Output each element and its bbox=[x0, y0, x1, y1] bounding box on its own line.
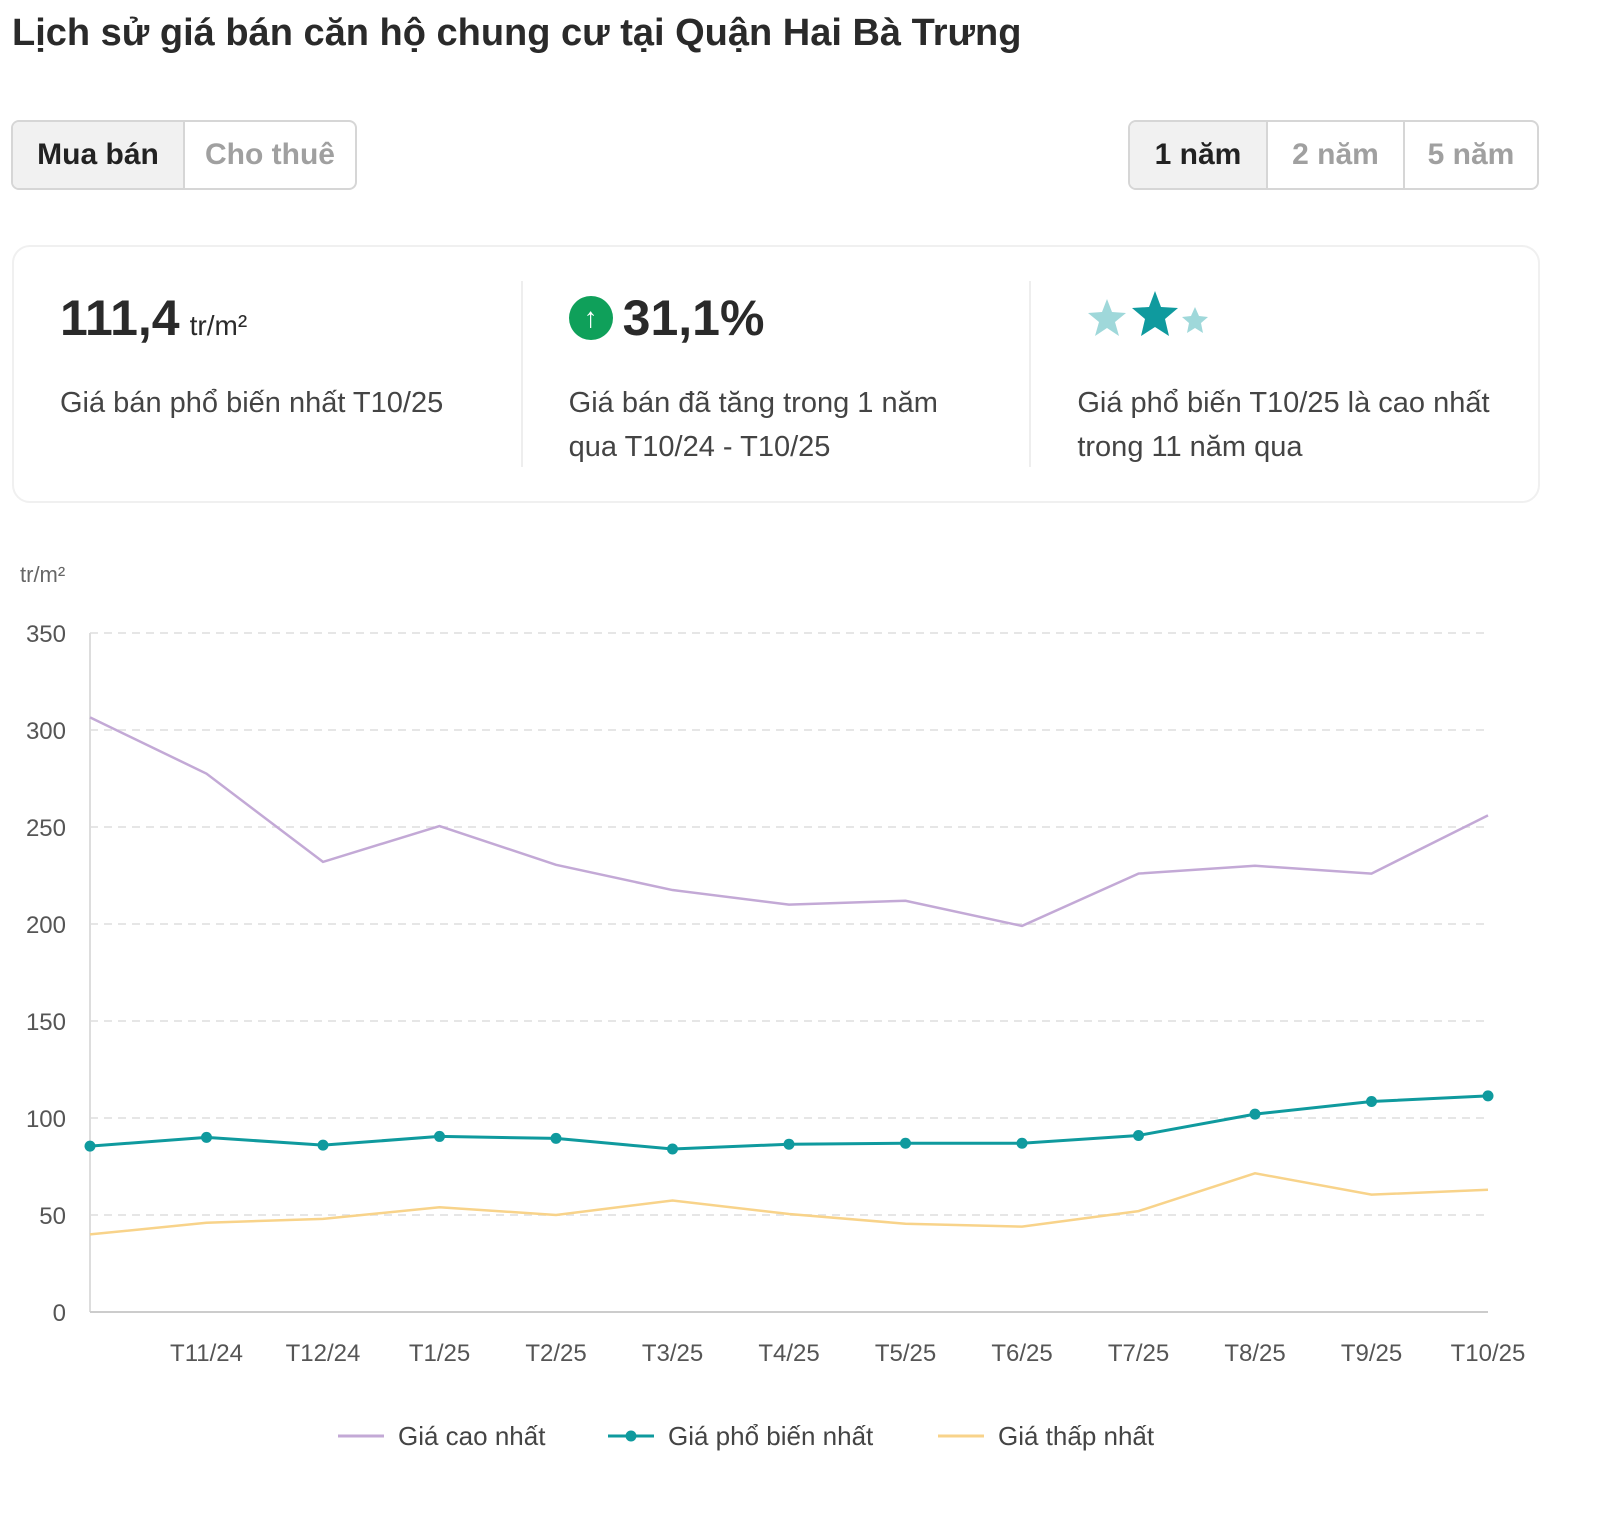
legend-label: Giá cao nhất bbox=[398, 1421, 546, 1451]
star-icon bbox=[1182, 307, 1209, 333]
x-tick-label: T3/25 bbox=[642, 1340, 703, 1367]
data-point bbox=[900, 1137, 911, 1149]
rank-desc: Giá phổ biến T10/25 là cao nhất trong 11… bbox=[1077, 387, 1490, 463]
period-tabs: 1 năm 2 năm 5 năm bbox=[1128, 120, 1539, 190]
x-tick-label: T7/25 bbox=[1108, 1340, 1169, 1367]
star-icon bbox=[1132, 291, 1179, 336]
price-value: 111,4 bbox=[60, 290, 180, 346]
legend-label: Giá thấp nhất bbox=[998, 1421, 1155, 1451]
change-desc: Giá bán đã tăng trong 1 năm qua T10/24 -… bbox=[568, 387, 938, 463]
price-desc: Giá bán phổ biến nhất T10/25 bbox=[60, 387, 444, 419]
tab-5-nam[interactable]: 5 năm bbox=[1403, 122, 1537, 188]
data-point bbox=[783, 1138, 795, 1150]
type-tabs: Mua bán Cho thuê bbox=[11, 120, 357, 190]
tab-cho-thue[interactable]: Cho thuê bbox=[183, 122, 355, 188]
x-tick-label: T9/25 bbox=[1341, 1340, 1402, 1367]
y-tick-label: 350 bbox=[26, 621, 66, 648]
data-point bbox=[1482, 1090, 1494, 1102]
data-point bbox=[84, 1140, 96, 1152]
price-chart: tr/m² 0 50 100 150 200 250 300 350 T11/24 T12/24 T… bbox=[20, 562, 1526, 1451]
series-line-0 bbox=[89, 716, 1489, 928]
data-point bbox=[1366, 1096, 1377, 1108]
data-point bbox=[434, 1130, 445, 1142]
x-tick-label: T4/25 bbox=[758, 1340, 819, 1367]
change-value: 31,1% bbox=[622, 290, 765, 346]
x-tick-label: T1/25 bbox=[409, 1340, 470, 1367]
stat-change: ↑ 31,1% Giá bán đã tăng trong 1 năm qua T… bbox=[520, 281, 1030, 467]
x-tick-label: T10/25 bbox=[1451, 1340, 1526, 1367]
data-point bbox=[550, 1132, 562, 1144]
y-tick-label: 50 bbox=[39, 1203, 66, 1230]
y-tick-label: 200 bbox=[26, 912, 66, 939]
series-line-2 bbox=[89, 1172, 1489, 1236]
x-tick-label: T2/25 bbox=[525, 1340, 586, 1367]
y-tick-label: 250 bbox=[26, 815, 66, 842]
y-tick-label: 300 bbox=[26, 718, 66, 745]
data-point bbox=[1133, 1129, 1144, 1141]
data-point bbox=[1016, 1137, 1028, 1149]
tab-2-nam[interactable]: 2 năm bbox=[1266, 122, 1403, 188]
x-tick-label: T11/24 bbox=[170, 1340, 243, 1367]
y-tick-label: 150 bbox=[26, 1009, 66, 1036]
y-tick-label: 0 bbox=[53, 1300, 66, 1327]
y-axis-label: tr/m² bbox=[20, 562, 65, 587]
page-title: Lịch sử giá bán căn hộ chung cư tại Quận… bbox=[12, 12, 1022, 54]
tab-1-nam[interactable]: 1 năm bbox=[1130, 122, 1266, 188]
star-icon bbox=[1088, 299, 1127, 336]
x-tick-label: T12/24 bbox=[286, 1340, 361, 1367]
x-tick-label: T8/25 bbox=[1224, 1340, 1285, 1367]
data-point bbox=[1249, 1108, 1261, 1120]
tab-mua-ban[interactable]: Mua bán bbox=[13, 122, 183, 188]
legend-label: Giá phổ biến nhất bbox=[668, 1421, 874, 1451]
data-point bbox=[317, 1139, 329, 1151]
stat-rank: Giá phổ biến T10/25 là cao nhất trong 11… bbox=[1029, 281, 1538, 467]
y-tick-label: 100 bbox=[26, 1106, 66, 1133]
price-unit: tr/m² bbox=[189, 310, 248, 341]
x-tick-label: T6/25 bbox=[991, 1340, 1052, 1367]
x-tick-label: T5/25 bbox=[875, 1340, 936, 1367]
data-point bbox=[667, 1143, 678, 1155]
arrow-up-icon: ↑ bbox=[568, 296, 613, 340]
stars-icon bbox=[1088, 291, 1209, 336]
data-point bbox=[201, 1131, 212, 1143]
legend-marker bbox=[625, 1430, 637, 1442]
summary-card: 111,4 tr/m² Giá bán phổ biến nhất T10/25 … bbox=[12, 245, 1540, 503]
stat-price: 111,4 tr/m² Giá bán phổ biến nhất T10/25 bbox=[14, 281, 521, 467]
